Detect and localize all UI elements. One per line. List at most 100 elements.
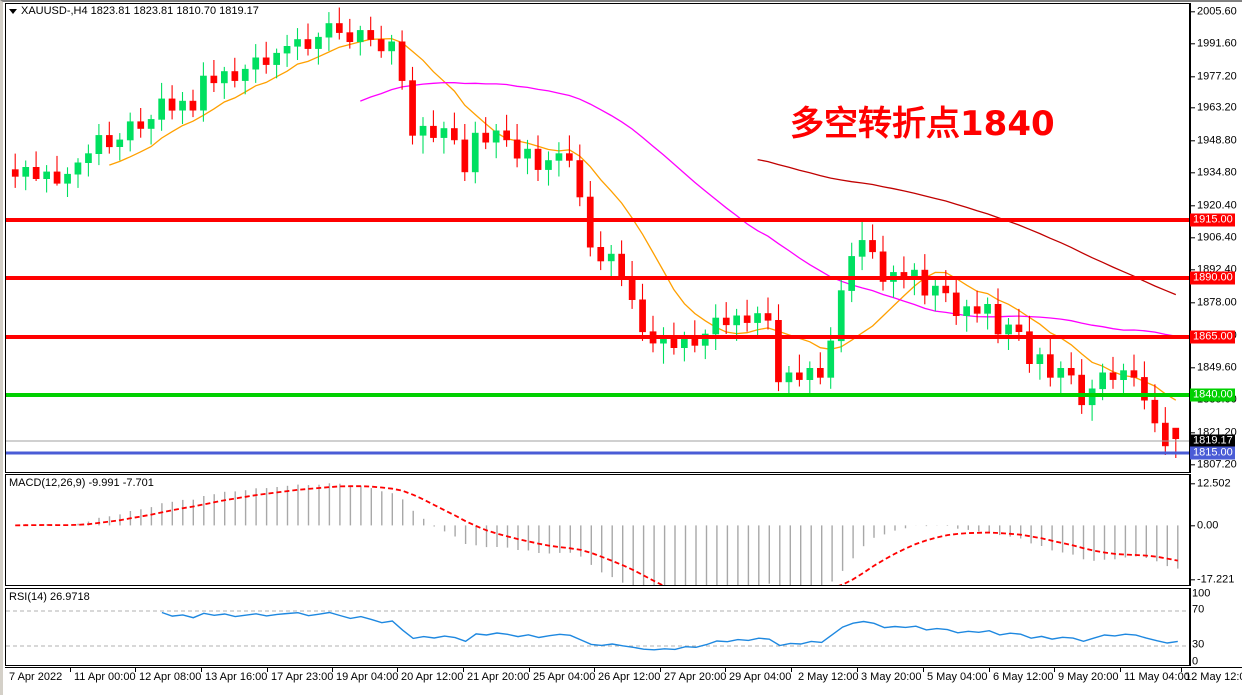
price-tick-11: 1849.60 — [1190, 362, 1237, 373]
price-tick-8: 1892.40 — [1190, 264, 1237, 275]
candle-body — [921, 269, 929, 296]
price-tick-1: 1991.60 — [1190, 38, 1237, 49]
macd-pane[interactable] — [5, 474, 1190, 586]
macd-tick-1: 0.00 — [1190, 520, 1218, 531]
price-level-tag-1915-00[interactable]: 1915.00 — [1190, 213, 1235, 227]
candle-body — [315, 36, 322, 49]
time-separator-3 — [267, 668, 268, 672]
candle-body — [461, 139, 469, 173]
price-chart-canvas — [6, 7, 1189, 458]
candle-body — [283, 45, 291, 54]
candle-body — [524, 148, 531, 159]
candle-body — [377, 39, 385, 52]
candle-body — [304, 39, 312, 49]
candle-body — [701, 333, 709, 346]
macd-axis[interactable]: 12.502 0.00 -17.221 — [1190, 474, 1242, 586]
candle-body — [586, 196, 594, 248]
time-separator-15 — [1054, 668, 1055, 672]
price-tick-7: 1906.40 — [1190, 232, 1237, 243]
candle-body — [85, 153, 92, 164]
price-level-tag-1890-00[interactable]: 1890.00 — [1190, 271, 1235, 285]
candle-body — [335, 23, 343, 33]
time-axis[interactable]: 7 Apr 2022 11 Apr 00:00 12 Apr 08:00 13 Apr… — [5, 667, 1242, 690]
macd-canvas — [15, 483, 1179, 585]
tick-dash-icon — [1190, 205, 1195, 207]
price-tick-label: 1892.40 — [1197, 263, 1237, 276]
tick-dash-icon — [1190, 579, 1195, 581]
candle-body — [53, 171, 61, 184]
candle-body — [210, 75, 218, 84]
candlestick-series — [11, 7, 1180, 458]
candle-body — [816, 367, 824, 378]
candle-body — [722, 317, 730, 326]
candle-body — [409, 80, 416, 136]
time-label-4: 17 Apr 23:00 — [271, 671, 334, 683]
time-label-0: 7 Apr 2022 — [9, 671, 63, 683]
time-label-16: 9 May 20:00 — [1058, 671, 1119, 683]
time-separator-13 — [923, 668, 924, 672]
price-level-tag-1865-00[interactable]: 1865.00 — [1190, 330, 1235, 344]
time-label-2: 12 Apr 08:00 — [139, 671, 202, 683]
candle-body — [1109, 372, 1117, 380]
candle-body — [848, 256, 855, 291]
rsi-tick-100: 100 — [1192, 587, 1211, 600]
price-level-tag-1819-17[interactable]: 1819.17 — [1190, 434, 1235, 448]
price-level-tag-1815-00[interactable]: 1815.00 — [1190, 446, 1235, 460]
price-tick-9: 1878.00 — [1190, 297, 1237, 308]
candle-body — [1151, 399, 1159, 424]
time-separator-16 — [1120, 668, 1121, 672]
price-chart-header: XAUUSD-,H4 1823.81 1823.81 1810.70 1819.… — [9, 5, 259, 17]
candle-body — [618, 253, 625, 278]
price-tick-label: 1920.40 — [1197, 199, 1237, 212]
candle-body — [743, 315, 751, 323]
candle-body — [1015, 324, 1023, 332]
candle-body — [785, 372, 793, 383]
price-tick-label: 1807.20 — [1197, 458, 1237, 471]
candle-body — [952, 292, 960, 316]
price-tick-label: 2005.60 — [1197, 5, 1237, 18]
price-tick-label: 1821.20 — [1197, 426, 1237, 439]
candle-body — [576, 160, 584, 198]
time-label-8: 25 Apr 04:00 — [533, 671, 596, 683]
candle-body — [440, 128, 448, 138]
candle-body — [126, 121, 134, 141]
rsi-pane[interactable] — [5, 588, 1190, 666]
candle-body — [858, 240, 866, 257]
time-label-13: 3 May 20:00 — [861, 671, 922, 683]
time-label-18: 12 May 12:00 — [1185, 671, 1242, 683]
price-level-tag-1840-00[interactable]: 1840.00 — [1190, 388, 1235, 402]
rsi-axis[interactable]: 100 70 30 0 — [1190, 587, 1242, 667]
time-separator-17 — [1181, 668, 1182, 672]
time-label-6: 20 Apr 12:00 — [401, 671, 464, 683]
candle-body — [545, 160, 552, 170]
time-separator-10 — [725, 668, 726, 672]
candle-body — [43, 171, 50, 179]
price-tick-label: 1977.20 — [1197, 70, 1237, 83]
chevron-down-icon[interactable] — [9, 8, 17, 14]
tick-dash-icon — [1190, 367, 1195, 369]
candle-body — [1036, 354, 1044, 365]
price-axis[interactable]: 2005.60 1991.60 1977.20 1963.20 1948.80 1934.… — [1190, 3, 1242, 473]
rsi-axis-line — [1190, 588, 1191, 666]
price-tick-0: 2005.60 — [1190, 6, 1237, 17]
price-tick-label: 1963.20 — [1197, 101, 1237, 114]
price-annotation-label: 多空转折点1840 — [790, 104, 1055, 144]
candle-body — [430, 125, 437, 138]
time-separator-12 — [857, 668, 858, 672]
price-tick-14: 1807.20 — [1190, 459, 1237, 470]
candle-body — [356, 30, 364, 43]
candle-body — [869, 240, 876, 253]
candle-body — [200, 75, 207, 111]
candle-body — [534, 148, 542, 170]
candle-body — [1078, 374, 1085, 406]
candle-body — [231, 71, 239, 81]
tick-dash-icon — [1190, 525, 1195, 527]
tick-dash-icon — [1190, 107, 1195, 109]
time-label-14: 5 May 04:00 — [927, 671, 988, 683]
ma-magenta — [360, 81, 1176, 337]
candle-body — [189, 100, 197, 111]
candle-body — [158, 98, 166, 120]
ma-red — [757, 158, 1177, 296]
price-chart-pane[interactable] — [5, 3, 1190, 473]
time-separator-2 — [201, 668, 202, 672]
